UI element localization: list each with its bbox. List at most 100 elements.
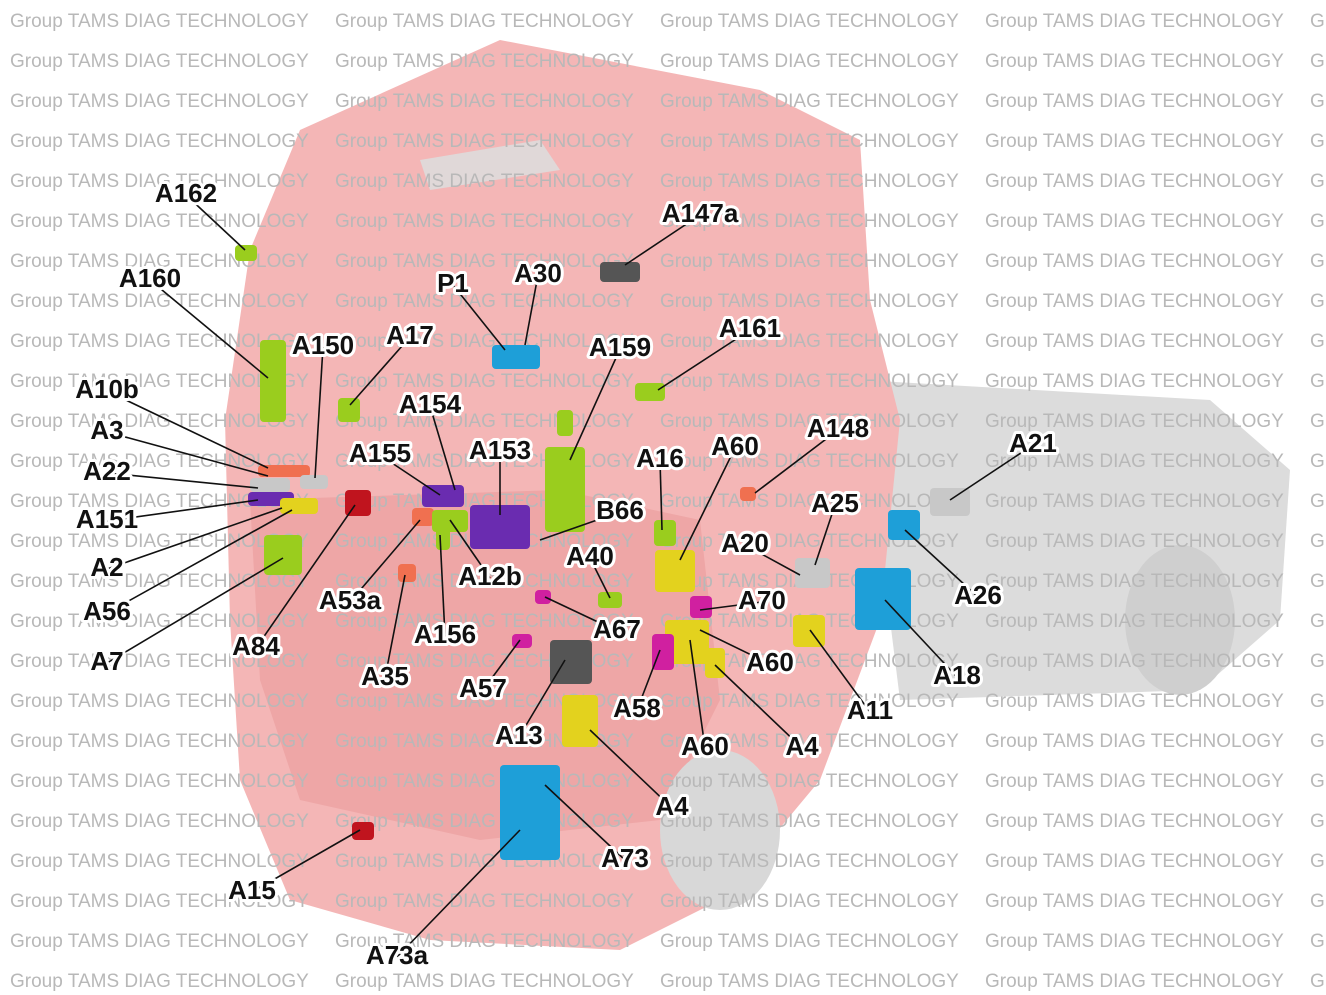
watermark-text: Group TAMS DIAG TECHNOLOGY: [10, 291, 309, 312]
watermark-text: Group TAMS DIAG TECHNOLOGY: [660, 11, 959, 32]
watermark-text: Group TAMS DIAG TECHNOLOGY: [10, 931, 309, 952]
watermark-text: Group TAMS DIAG TECHNOLOGY: [335, 771, 634, 792]
component: [598, 592, 622, 608]
component-label: A70: [738, 585, 786, 615]
watermark-text: Group TAMS DIAG TECHNOLOGY: [10, 171, 309, 192]
watermark-text: Group TAMS DIAG TECHNOLOGY: [10, 211, 309, 232]
leader-line: [544, 596, 618, 632]
component-label: A15: [228, 875, 276, 905]
watermark-text: Group TAMS DIAG TECHNOLOGY: [660, 891, 959, 912]
watermark-text: Group TAMS DIAG TECHNOLOGY: [1310, 571, 1326, 592]
watermark-text: Group TAMS DIAG TECHNOLOGY: [10, 651, 309, 672]
component-label: A153: [469, 435, 531, 465]
watermark-text: Group TAMS DIAG TECHNOLOGY: [660, 931, 959, 952]
watermark-text: Group TAMS DIAG TECHNOLOGY: [660, 371, 959, 392]
leader-line: [744, 544, 801, 576]
leader-line: [251, 829, 361, 893]
leader-line: [589, 557, 611, 599]
watermark-text: Group TAMS DIAG TECHNOLOGY: [985, 531, 1284, 552]
watermark-text: Group TAMS DIAG TECHNOLOGY: [10, 91, 309, 112]
watermark-text: Group TAMS DIAG TECHNOLOGY: [985, 411, 1284, 432]
watermark-text: Group TAMS DIAG TECHNOLOGY: [335, 811, 634, 832]
watermark-text: Group TAMS DIAG TECHNOLOGY: [335, 731, 634, 752]
component-label: A4: [655, 791, 689, 821]
component: [535, 590, 551, 604]
watermark-text: Group TAMS DIAG TECHNOLOGY: [335, 131, 634, 152]
component: [264, 535, 302, 575]
watermark-text: Group TAMS DIAG TECHNOLOGY: [660, 691, 959, 712]
component-label: A156: [414, 619, 476, 649]
watermark-text: Group TAMS DIAG TECHNOLOGY: [985, 251, 1284, 272]
leader-line: [185, 194, 246, 251]
watermark-text: Group TAMS DIAG TECHNOLOGY: [660, 771, 959, 792]
component-label: A161: [719, 313, 781, 343]
leader-line: [518, 659, 566, 738]
component: [855, 568, 911, 630]
component-label: B66: [596, 495, 644, 525]
watermark-text: Group TAMS DIAG TECHNOLOGY: [10, 611, 309, 632]
leader-line: [884, 599, 958, 678]
component-label: A20: [721, 528, 769, 558]
component-label: P1: [437, 268, 469, 298]
component-label: A58: [613, 693, 661, 723]
component: [260, 340, 286, 422]
leader-line: [255, 504, 356, 649]
watermark-text: Group TAMS DIAG TECHNOLOGY: [1310, 251, 1326, 272]
leader-line: [569, 348, 621, 461]
watermark-text: Group TAMS DIAG TECHNOLOGY: [985, 931, 1284, 952]
watermark-text: Group TAMS DIAG TECHNOLOGY: [985, 571, 1284, 592]
watermark-text: Group TAMS DIAG TECHNOLOGY: [985, 291, 1284, 312]
watermark-text: Group TAMS DIAG TECHNOLOGY: [10, 491, 309, 512]
watermark-text: Group TAMS DIAG TECHNOLOGY: [1310, 691, 1326, 712]
watermark-text: Group TAMS DIAG TECHNOLOGY: [985, 371, 1284, 392]
watermark-text: Group TAMS DIAG TECHNOLOGY: [1310, 11, 1326, 32]
watermark-text: Group TAMS DIAG TECHNOLOGY: [985, 451, 1284, 472]
leader-line: [106, 557, 284, 664]
watermark-text: Group TAMS DIAG TECHNOLOGY: [1310, 771, 1326, 792]
component-label: A73a: [366, 940, 429, 970]
component: [793, 615, 825, 647]
component-label: A25: [811, 488, 859, 518]
watermark-text: Group TAMS DIAG TECHNOLOGY: [335, 891, 634, 912]
watermark-text: Group TAMS DIAG TECHNOLOGY: [1310, 451, 1326, 472]
watermark-text: Group TAMS DIAG TECHNOLOGY: [1310, 611, 1326, 632]
leader-line: [106, 390, 269, 469]
watermark-text: Group TAMS DIAG TECHNOLOGY: [660, 531, 959, 552]
watermark-text: Group TAMS DIAG TECHNOLOGY: [10, 851, 309, 872]
watermark-text: Group TAMS DIAG TECHNOLOGY: [985, 971, 1284, 992]
leader-line: [699, 601, 763, 611]
watermark-text: Group TAMS DIAG TECHNOLOGY: [985, 331, 1284, 352]
leader-line: [379, 454, 441, 496]
watermark-text: Group TAMS DIAG TECHNOLOGY: [985, 11, 1284, 32]
component-label: A12b: [458, 561, 522, 591]
leader-line: [106, 509, 293, 614]
watermark-text: Group TAMS DIAG TECHNOLOGY: [335, 11, 634, 32]
leader-line: [699, 629, 771, 665]
component: [398, 564, 416, 582]
component-label: A30: [514, 258, 562, 288]
watermark-text: Group TAMS DIAG TECHNOLOGY: [1310, 371, 1326, 392]
component-label: A150: [292, 330, 354, 360]
component-label: A18: [933, 660, 981, 690]
component: [550, 640, 592, 684]
component: [492, 345, 540, 369]
leader-line: [809, 629, 871, 713]
component: [500, 765, 560, 860]
watermark-text: Group TAMS DIAG TECHNOLOGY: [335, 371, 634, 392]
component-label: A159: [589, 332, 651, 362]
watermark-text: Group TAMS DIAG TECHNOLOGY: [985, 51, 1284, 72]
component-label: A56: [83, 596, 131, 626]
watermark-text: Group TAMS DIAG TECHNOLOGY: [660, 91, 959, 112]
watermark-text: Group TAMS DIAG TECHNOLOGY: [335, 51, 634, 72]
watermark-text: Group TAMS DIAG TECHNOLOGY: [985, 891, 1284, 912]
watermark-text: Group TAMS DIAG TECHNOLOGY: [10, 731, 309, 752]
watermark-text: Group TAMS DIAG TECHNOLOGY: [985, 811, 1284, 832]
component: [654, 520, 676, 546]
leader-line: [657, 329, 751, 391]
component-label: A60: [746, 647, 794, 677]
component-label: A10b: [75, 374, 139, 404]
watermark-text: Group TAMS DIAG TECHNOLOGY: [985, 691, 1284, 712]
component-label: A53a: [319, 585, 382, 615]
watermark-text: Group TAMS DIAG TECHNOLOGY: [10, 771, 309, 792]
watermark-text: Group TAMS DIAG TECHNOLOGY: [985, 91, 1284, 112]
